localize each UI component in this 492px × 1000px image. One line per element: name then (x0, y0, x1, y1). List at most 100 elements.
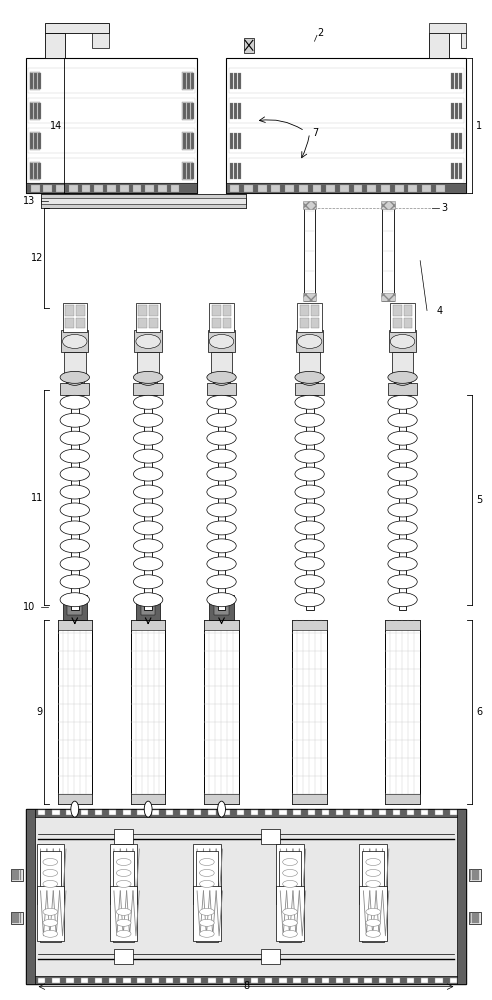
Ellipse shape (283, 880, 297, 887)
Bar (184, 163, 186, 179)
Bar (39, 851, 61, 891)
Ellipse shape (60, 371, 90, 383)
Ellipse shape (200, 930, 214, 937)
Bar (452, 163, 455, 179)
Ellipse shape (60, 575, 90, 589)
Bar (212, 305, 220, 316)
Bar (214, 600, 229, 615)
Bar (39, 902, 61, 942)
Ellipse shape (366, 869, 380, 876)
Bar (265, 978, 273, 983)
Bar (69, 185, 78, 192)
Ellipse shape (200, 859, 214, 865)
Bar (292, 620, 327, 804)
Bar (144, 390, 152, 610)
Bar (81, 978, 88, 983)
Bar (196, 851, 217, 891)
Bar (435, 978, 443, 983)
Bar (137, 352, 159, 377)
Bar (123, 810, 130, 815)
Bar (191, 163, 194, 179)
Text: 2: 2 (317, 28, 323, 38)
Bar (378, 810, 386, 815)
Ellipse shape (133, 557, 163, 571)
Bar (18, 870, 20, 880)
Ellipse shape (62, 334, 87, 348)
Ellipse shape (60, 539, 90, 553)
Ellipse shape (43, 859, 58, 865)
Bar (279, 902, 301, 942)
Text: 3: 3 (442, 203, 448, 213)
Bar (475, 870, 477, 880)
Bar (30, 133, 32, 149)
Bar (229, 158, 463, 183)
Ellipse shape (116, 859, 131, 865)
Bar (33, 103, 36, 119)
Bar (38, 978, 45, 983)
Bar (92, 33, 109, 48)
Ellipse shape (60, 449, 90, 463)
Ellipse shape (366, 880, 380, 887)
Ellipse shape (43, 908, 58, 915)
Bar (136, 303, 160, 332)
Bar (237, 978, 244, 983)
Bar (20, 870, 22, 880)
Bar (137, 810, 145, 815)
Ellipse shape (301, 375, 318, 385)
Ellipse shape (207, 485, 236, 499)
Bar (363, 902, 384, 942)
Bar (213, 380, 230, 395)
Bar (234, 163, 237, 179)
Bar (234, 103, 237, 119)
Bar (152, 978, 159, 983)
Bar (11, 869, 24, 881)
Bar (26, 809, 466, 984)
Bar (133, 383, 163, 395)
Ellipse shape (297, 334, 322, 348)
Bar (58, 620, 92, 630)
Bar (403, 318, 412, 328)
Ellipse shape (116, 880, 131, 887)
Bar (131, 794, 165, 804)
Bar (238, 73, 241, 89)
Ellipse shape (60, 395, 90, 409)
Bar (422, 185, 431, 192)
Bar (123, 978, 130, 983)
Bar (187, 133, 190, 149)
Bar (66, 810, 74, 815)
Bar (381, 201, 395, 209)
Bar (18, 913, 20, 923)
Bar (308, 978, 315, 983)
Bar (421, 978, 429, 983)
Bar (393, 810, 400, 815)
Bar (183, 102, 193, 120)
Bar (33, 73, 36, 89)
Ellipse shape (133, 593, 163, 607)
Bar (407, 810, 414, 815)
Bar (66, 978, 74, 983)
Bar (20, 913, 22, 923)
Bar (207, 383, 236, 395)
Ellipse shape (283, 869, 297, 876)
Ellipse shape (133, 485, 163, 499)
Bar (30, 102, 39, 120)
Bar (158, 185, 167, 192)
Bar (385, 794, 420, 804)
Bar (208, 978, 215, 983)
Bar (33, 163, 36, 179)
Bar (171, 185, 180, 192)
Ellipse shape (283, 859, 297, 865)
Bar (469, 870, 471, 880)
Bar (40, 194, 246, 198)
Ellipse shape (388, 395, 417, 409)
Ellipse shape (207, 593, 236, 607)
Bar (196, 902, 217, 942)
Bar (296, 330, 323, 352)
Bar (71, 390, 79, 610)
Bar (303, 201, 316, 209)
Bar (394, 380, 411, 395)
Bar (293, 810, 301, 815)
Bar (191, 73, 194, 89)
Bar (340, 185, 349, 192)
Bar (113, 902, 134, 942)
